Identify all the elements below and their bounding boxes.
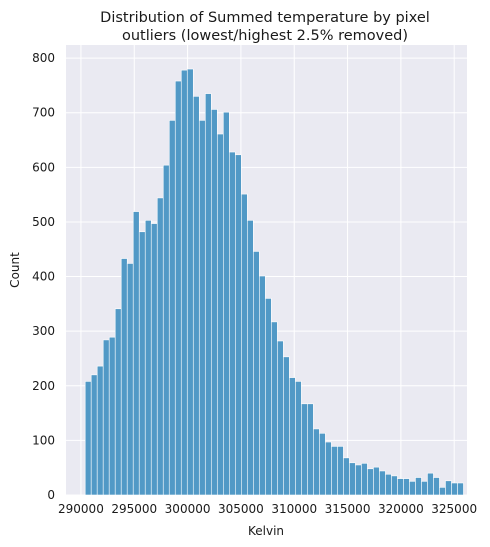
histogram-bars: [84, 68, 464, 496]
histogram-bar: [445, 480, 452, 496]
x-tick-labels: 290000 295000 300000 305000 310000 315000 3200…: [58, 502, 477, 516]
histogram-bar: [421, 481, 428, 496]
chart-title-line-2: outliers (lowest/highest 2.5% removed): [122, 28, 408, 44]
histogram-bar: [90, 374, 98, 496]
y-tick-label: 300: [32, 324, 55, 338]
histogram-bar: [132, 211, 140, 496]
histogram-bar: [397, 478, 404, 496]
chart-title-line-1: Distribution of Summed temperature by pi…: [100, 10, 430, 26]
histogram-bar: [331, 446, 338, 496]
histogram-bar: [102, 339, 110, 496]
histogram-bar: [391, 475, 398, 496]
x-tick-label: 295000: [111, 502, 157, 516]
x-tick-label: 315000: [325, 502, 371, 516]
histogram-bar: [373, 466, 380, 496]
histogram-bar: [114, 308, 122, 496]
histogram-bar: [150, 223, 158, 496]
y-tick-label: 400: [32, 270, 55, 284]
histogram-bar: [108, 336, 116, 496]
histogram-bar: [259, 275, 266, 496]
y-tick-label: 600: [32, 160, 55, 174]
histogram-bar: [355, 464, 362, 496]
histogram-bar: [343, 457, 350, 496]
y-axis-label: Count: [8, 252, 22, 288]
histogram-bar: [403, 478, 410, 496]
histogram-bar: [162, 164, 170, 496]
histogram-bar: [210, 109, 218, 496]
x-tick-label: 310000: [271, 502, 317, 516]
histogram-bar: [379, 470, 386, 496]
histogram-bar: [451, 482, 458, 496]
histogram-bar: [192, 96, 200, 496]
histogram-bar: [289, 377, 296, 496]
histogram-bar: [427, 472, 434, 496]
histogram-bar: [319, 432, 326, 496]
histogram-bar: [265, 298, 272, 496]
histogram-bar: [156, 197, 164, 496]
histogram-bar: [361, 463, 368, 496]
histogram-bar: [325, 441, 332, 496]
x-tick-label: 290000: [58, 502, 104, 516]
histogram-bar: [301, 403, 308, 496]
histogram-bar: [277, 340, 284, 496]
histogram-bar: [204, 93, 212, 496]
histogram-bar: [174, 80, 182, 496]
histogram-bar: [180, 69, 188, 496]
histogram-bar: [439, 487, 446, 496]
histogram-bar: [337, 446, 344, 496]
histogram-bar: [349, 462, 356, 496]
histogram-bar: [433, 477, 440, 496]
histogram-bar: [216, 133, 224, 496]
x-tick-label: 305000: [218, 502, 264, 516]
histogram-bar: [144, 220, 152, 496]
x-tick-label: 325000: [431, 502, 477, 516]
x-axis-label: Kelvin: [248, 524, 284, 538]
histogram-bar: [253, 251, 260, 496]
histogram-bar: [247, 220, 254, 496]
histogram-bar: [313, 428, 320, 496]
histogram-bar: [385, 473, 392, 496]
y-tick-label: 0: [47, 488, 55, 502]
histogram-bar: [307, 403, 314, 496]
histogram-bar: [241, 193, 248, 496]
x-tick-label: 320000: [378, 502, 424, 516]
histogram-bar: [283, 356, 290, 496]
histogram-bar: [409, 481, 416, 496]
histogram-bar: [415, 477, 422, 496]
histogram-bar: [457, 482, 464, 496]
histogram-bar: [186, 68, 194, 496]
y-tick-labels: 0 100 200 300 400 500 600 700 800: [32, 51, 55, 502]
histogram-bar: [126, 263, 134, 496]
histogram-bar: [222, 111, 230, 496]
histogram-bar: [120, 258, 128, 496]
histogram-bar: [84, 381, 92, 496]
y-tick-label: 100: [32, 433, 55, 447]
histogram-bar: [367, 468, 374, 496]
histogram-bar: [229, 151, 236, 496]
histogram-bar: [168, 120, 176, 496]
histogram-bar: [235, 154, 242, 496]
histogram-bar: [198, 120, 206, 496]
y-tick-label: 700: [32, 106, 55, 120]
x-tick-label: 300000: [165, 502, 211, 516]
y-tick-label: 500: [32, 215, 55, 229]
y-tick-label: 200: [32, 379, 55, 393]
y-tick-label: 800: [32, 51, 55, 65]
histogram-bar: [138, 231, 146, 496]
histogram-bar: [271, 321, 278, 496]
histogram-bar: [295, 381, 302, 496]
histogram-bar: [96, 365, 104, 496]
